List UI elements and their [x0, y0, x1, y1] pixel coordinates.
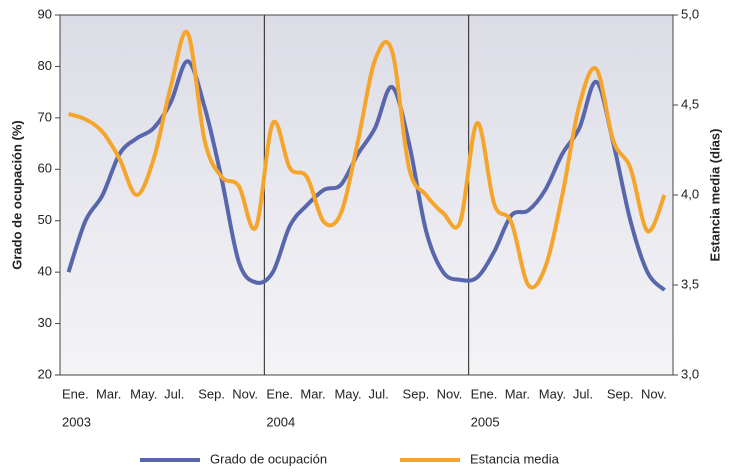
series-line — [66, 59, 666, 292]
legend-label: Estancia media — [470, 451, 560, 466]
x-tick-label: Sep. — [607, 386, 634, 401]
y2-tick-label: 3,5 — [681, 276, 699, 291]
year-label: 2003 — [62, 414, 91, 429]
y2-tick-label: 5,0 — [681, 6, 699, 21]
y2-tick-label: 4,0 — [681, 186, 699, 201]
x-tick-label: May. — [334, 386, 361, 401]
y2-tick-label: 4,5 — [681, 96, 699, 111]
x-tick-label: Mar. — [96, 386, 121, 401]
y-tick-label: 70 — [38, 109, 52, 124]
x-tick-label: Nov. — [232, 386, 258, 401]
y-tick-label: 90 — [38, 6, 52, 21]
legend-label: Grado de ocupación — [210, 451, 327, 466]
x-tick-label: Sep. — [403, 386, 430, 401]
x-tick-label: Mar. — [505, 386, 530, 401]
y2-axis-title: Estancia media (días) — [707, 129, 722, 262]
x-tick-label: Mar. — [300, 386, 325, 401]
x-tick-label: Ene. — [62, 386, 89, 401]
y-axis-title: Grado de ocupación (%) — [9, 120, 24, 270]
x-tick-label: Jul. — [573, 386, 593, 401]
y-tick-label: 50 — [38, 212, 52, 227]
plot-area — [59, 14, 674, 376]
x-tick-label: May. — [539, 386, 566, 401]
x-tick-label: Jul. — [369, 386, 389, 401]
x-tick-label: Nov. — [641, 386, 667, 401]
y-tick-label: 40 — [38, 264, 52, 279]
series-line — [67, 29, 667, 290]
y-tick-label: 20 — [38, 366, 52, 381]
x-tick-label: Ene. — [266, 386, 293, 401]
x-tick-label: May. — [130, 386, 157, 401]
y-tick-label: 60 — [38, 161, 52, 176]
x-tick-label: Sep. — [198, 386, 225, 401]
x-tick-label: Jul. — [164, 386, 184, 401]
y-tick-label: 30 — [38, 315, 52, 330]
y2-tick-label: 3,0 — [681, 366, 699, 381]
x-tick-label: Ene. — [471, 386, 498, 401]
year-label: 2004 — [266, 414, 295, 429]
year-label: 2005 — [471, 414, 500, 429]
x-tick-label: Nov. — [437, 386, 463, 401]
y-tick-label: 80 — [38, 58, 52, 73]
